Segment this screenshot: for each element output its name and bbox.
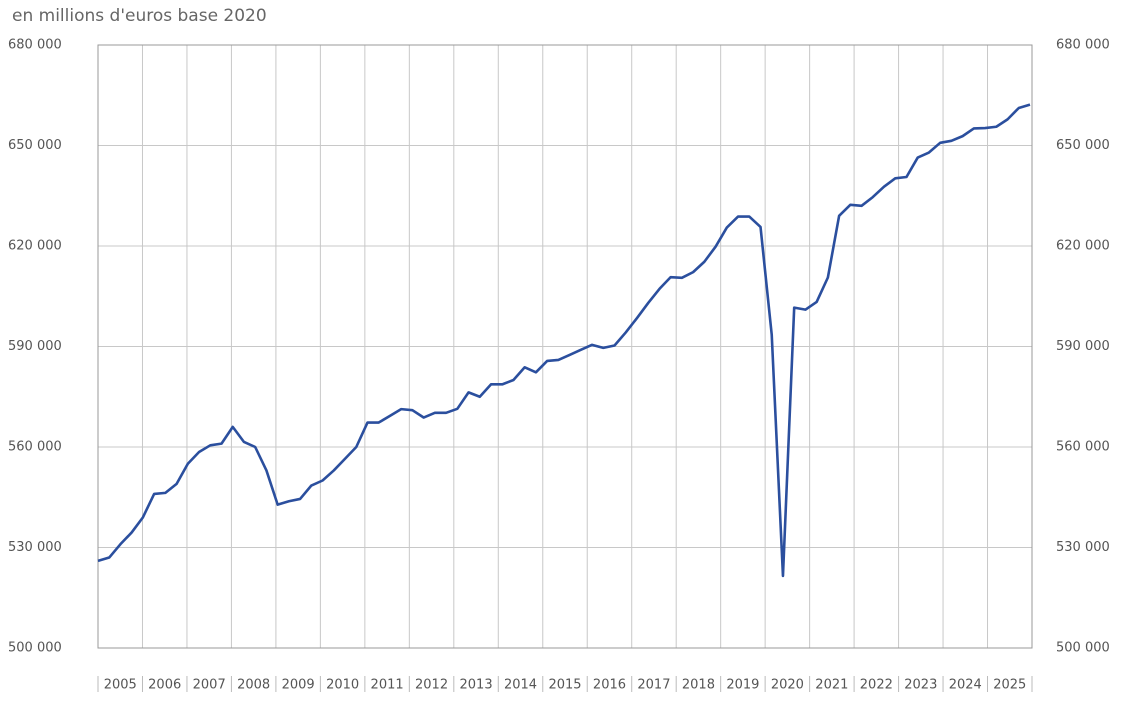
x-tick-label: 2018 bbox=[682, 678, 715, 693]
x-tick-label: 2013 bbox=[460, 678, 493, 693]
x-tick-label: 2006 bbox=[148, 678, 181, 693]
y-tick-label: 590 000 bbox=[8, 339, 62, 354]
y2-tick-label: 680 000 bbox=[1056, 38, 1110, 53]
y-tick-label: 560 000 bbox=[8, 440, 62, 455]
y-tick-label: 650 000 bbox=[8, 138, 62, 153]
chart-title: en millions d'euros base 2020 bbox=[12, 6, 267, 26]
x-tick-label: 2020 bbox=[771, 678, 804, 693]
x-tick-label: 2008 bbox=[237, 678, 270, 693]
x-tick-label: 2010 bbox=[326, 678, 359, 693]
x-tick-label: 2025 bbox=[993, 678, 1026, 693]
y-tick-label: 680 000 bbox=[8, 38, 62, 53]
data-line bbox=[97, 103, 1031, 578]
x-tick-label: 2005 bbox=[104, 678, 137, 693]
x-tick-label: 2023 bbox=[904, 678, 937, 693]
x-tick-label: 2024 bbox=[949, 678, 982, 693]
x-tick-label: 2009 bbox=[282, 678, 315, 693]
x-tick-label: 2022 bbox=[860, 678, 893, 693]
y2-tick-label: 560 000 bbox=[1056, 440, 1110, 455]
y2-tick-label: 530 000 bbox=[1056, 540, 1110, 555]
x-tick-label: 2015 bbox=[548, 678, 581, 693]
x-tick-label: 2021 bbox=[815, 678, 848, 693]
x-tick-label: 2012 bbox=[415, 678, 448, 693]
y-tick-label: 620 000 bbox=[8, 239, 62, 254]
x-tick-label: 2014 bbox=[504, 678, 537, 693]
y-tick-label: 500 000 bbox=[8, 641, 62, 656]
y-tick-label: 530 000 bbox=[8, 540, 62, 555]
plot-frame bbox=[97, 44, 1033, 649]
x-tick-label: 2011 bbox=[371, 678, 404, 693]
y2-tick-label: 590 000 bbox=[1056, 339, 1110, 354]
y2-tick-label: 500 000 bbox=[1056, 641, 1110, 656]
x-tick-label: 2017 bbox=[637, 678, 670, 693]
y2-tick-label: 620 000 bbox=[1056, 239, 1110, 254]
x-tick-label: 2007 bbox=[193, 678, 226, 693]
y2-tick-label: 650 000 bbox=[1056, 138, 1110, 153]
x-tick-label: 2016 bbox=[593, 678, 626, 693]
x-tick-label: 2019 bbox=[726, 678, 759, 693]
